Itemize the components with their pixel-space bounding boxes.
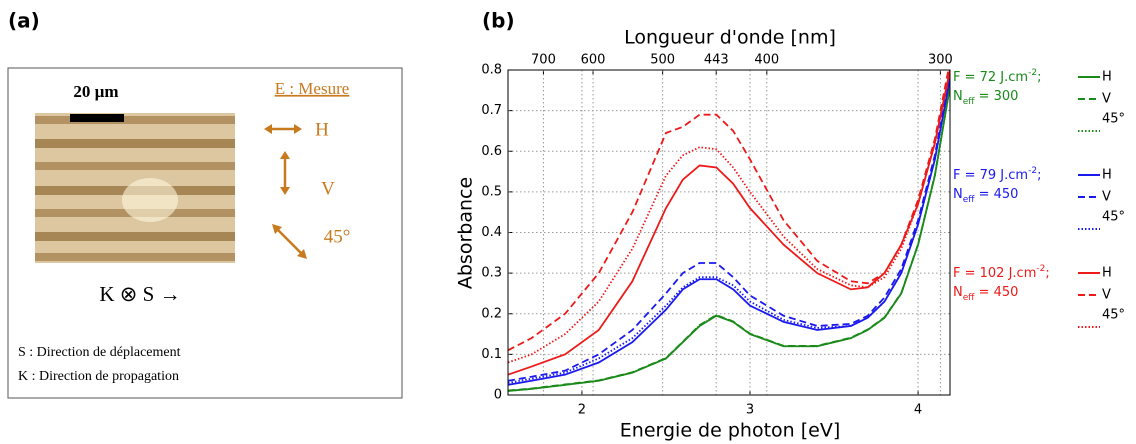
polarization-label: 45° [324, 226, 351, 247]
series-line [508, 77, 950, 384]
series-line [508, 69, 950, 352]
plot: 0 0.1 0.2 0.3 0.4 0.5 0.6 0.7 0.8 2 3 4 700 600 500 443… [481, 53, 1125, 418]
x-tick-label: 4 [914, 403, 922, 418]
x2-tick-label: 600 [581, 53, 606, 68]
note: K : Direction de propagation [18, 369, 179, 384]
panel-label: (b) [482, 9, 515, 33]
legend-label: H [1102, 70, 1112, 85]
y-tick-label: 0.7 [481, 103, 502, 118]
legend-label: H [1102, 168, 1112, 183]
y-tick-label: 0.5 [481, 184, 502, 199]
annotation-sub: eff [963, 97, 976, 107]
panel-frame [7, 67, 403, 399]
series-line [508, 86, 950, 392]
x2-axis-title: Longueur d'onde [nm] [624, 27, 836, 49]
annotation-sup: -2 [1028, 166, 1037, 176]
annotation-text: = 450 [974, 285, 1018, 300]
annotation-text: N [953, 89, 963, 104]
annotation-sup: -2 [1028, 68, 1037, 78]
y-tick-label: 0 [494, 388, 502, 403]
y-tick-label: 0.3 [481, 266, 502, 281]
annotation-sub: eff [963, 293, 976, 303]
annotation-text: ; [1037, 70, 1041, 85]
annotation: Neff = 300 [953, 89, 1018, 107]
plot-frame [507, 69, 951, 396]
y-axis-title: Absorbance [455, 177, 477, 289]
y-tick-label: 0.2 [481, 306, 502, 321]
annotation-text: ; [1045, 266, 1049, 281]
legend-label: H [1102, 266, 1112, 281]
annotation-sup: -2 [1036, 264, 1045, 274]
legend-label: V [1102, 92, 1111, 107]
series-line [508, 85, 950, 392]
annotation: Neff = 450 [953, 187, 1018, 205]
x2-tick-label: 300 [928, 53, 953, 68]
annotation-text: N [953, 187, 963, 202]
legend-label: 45° [1102, 112, 1125, 127]
y-tick-label: 0.6 [481, 144, 502, 159]
annotation: Neff = 450 [953, 285, 1018, 303]
annotation-text: ; [1037, 168, 1041, 183]
polarization-arrows [264, 124, 307, 259]
y-tick-label: 0.4 [481, 225, 502, 240]
y-tick-label: 0.8 [481, 63, 502, 78]
polarization-label: V [321, 178, 335, 199]
annotation-text: = 450 [974, 187, 1018, 202]
x2-tick-label: 700 [531, 53, 556, 68]
x2-tick-label: 500 [650, 53, 675, 68]
micrograph [35, 113, 235, 263]
annotation-text: N [953, 285, 963, 300]
annotation-text: F = 72 J.cm [953, 70, 1028, 85]
scale-bar-label: 20 µm [73, 82, 118, 101]
polarization-label: H [315, 119, 329, 140]
legend-label: V [1102, 190, 1111, 205]
y-tick-label: 0.1 [481, 347, 502, 362]
legend-label: 45° [1102, 210, 1125, 225]
annotation: F = 79 J.cm-2; [953, 166, 1041, 183]
series-line [508, 86, 950, 392]
annotation-text: F = 102 J.cm [953, 266, 1036, 281]
annotation-text: = 300 [974, 89, 1018, 104]
x2-tick-label: 400 [754, 53, 779, 68]
series-line [508, 77, 950, 386]
legend-label: 45° [1102, 308, 1125, 323]
annotation-sub: eff [963, 195, 976, 205]
legend-label: V [1102, 288, 1111, 303]
x-tick-label: 3 [746, 403, 754, 418]
note: S : Direction de déplacement [18, 345, 181, 360]
direction-symbols: K ⊗ S → [99, 282, 180, 306]
x2-tick-label: 443 [704, 53, 729, 68]
series-line [508, 69, 950, 364]
panel-label: (a) [8, 9, 40, 33]
annotation-text: F = 79 J.cm [953, 168, 1028, 183]
annotation: F = 102 J.cm-2; [953, 264, 1050, 281]
annotation: F = 72 J.cm-2; [953, 68, 1041, 85]
field-title: E : Mesure [275, 79, 350, 98]
series-line [508, 73, 950, 382]
x-tick-label: 2 [578, 403, 586, 418]
x-axis-title: Energie de photon [eV] [620, 420, 840, 442]
series-line [508, 69, 950, 376]
